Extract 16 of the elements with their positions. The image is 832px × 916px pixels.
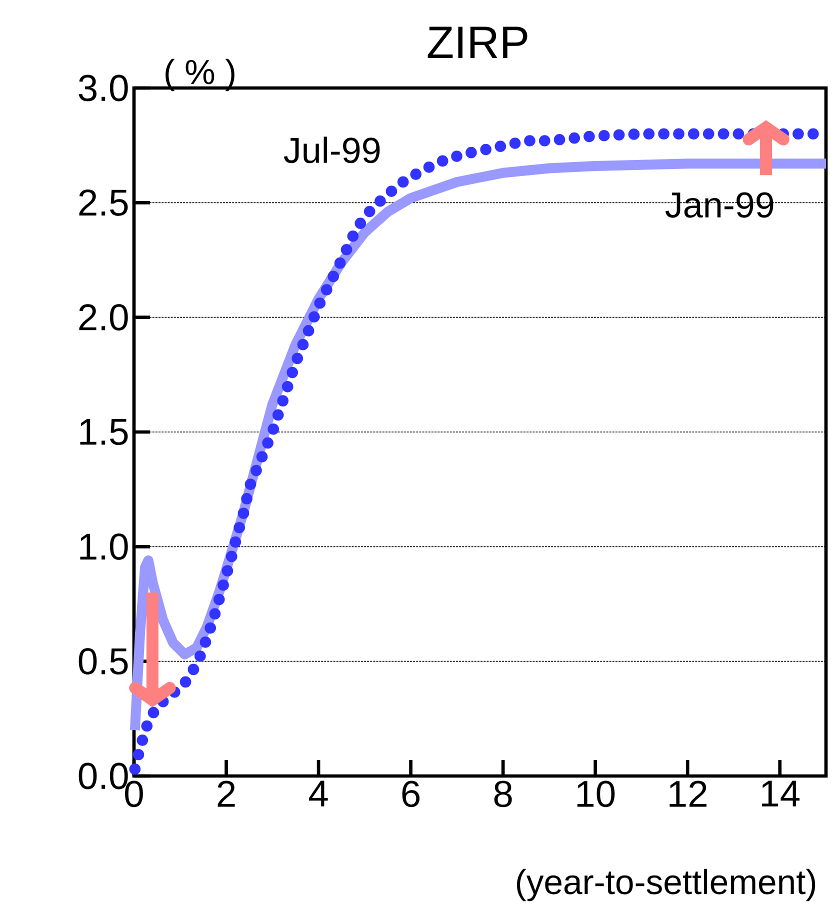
chart-title: ZIRP bbox=[428, 26, 528, 58]
x-tick-label: 8 bbox=[494, 780, 512, 808]
x-tick-label: 12 bbox=[670, 780, 707, 807]
y-tick-label: 3.0 bbox=[78, 74, 128, 102]
x-tick-label: 10 bbox=[578, 780, 615, 808]
x-axis-title: (year-to-settlement) bbox=[517, 868, 816, 902]
y-tick-label: 1.0 bbox=[80, 533, 128, 560]
x-tick-label: 6 bbox=[402, 780, 420, 808]
y-tick-label: 2.0 bbox=[79, 304, 128, 331]
y-tick-label: 2.5 bbox=[79, 189, 128, 216]
series-label: Jul-99 bbox=[284, 136, 380, 164]
y-tick-label: 1.5 bbox=[80, 418, 128, 446]
x-tick-label: 4 bbox=[309, 780, 328, 806]
x-tick-label: 2 bbox=[218, 780, 235, 807]
x-tick-label: 14 bbox=[762, 780, 800, 806]
y-tick-label: 0.5 bbox=[79, 648, 128, 675]
